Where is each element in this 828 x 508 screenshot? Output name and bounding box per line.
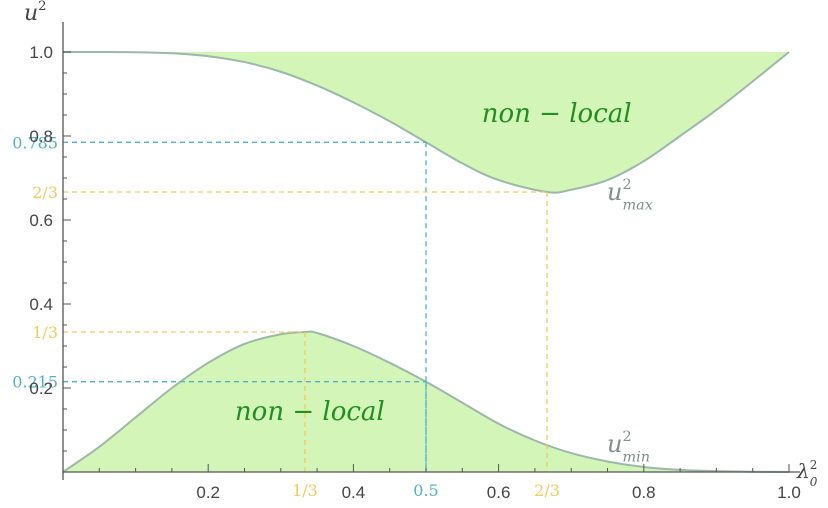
series-line-u-min	[62, 330, 790, 473]
ref-x-label-3: 1/3	[292, 481, 318, 500]
non-local-region-upper	[63, 51, 789, 193]
series-label-u-min: u2 min	[607, 429, 650, 465]
series-label-u-max: u2 max	[607, 177, 653, 213]
x-tick-label-3: 0.8	[632, 483, 656, 502]
y-tick-label-4: 1.0	[29, 43, 53, 62]
x-axis-title: λ2 0	[796, 458, 818, 489]
y-axis-title: u2	[24, 0, 47, 26]
ref-x-label-0: 0.5	[413, 481, 438, 500]
y-tick-label-1: 0.4	[29, 295, 53, 314]
region-label-1: non − local	[235, 397, 385, 427]
ref-y-label-2: 2/3	[32, 183, 58, 202]
axes	[62, 22, 800, 480]
x-tick-label-1: 0.4	[342, 483, 366, 502]
x-tick-label-4: 1.0	[777, 483, 801, 502]
labels: 0.785 0.5 0.215 2/3 2/3 1/3 1/3 0.2 0.4 0.6 0.8 1.0…	[12, 0, 818, 502]
y-tick-label-3: 0.8	[29, 127, 53, 146]
region-label-0: non − local	[482, 99, 632, 129]
ref-y-label-3: 1/3	[32, 323, 58, 342]
y-tick-label-2: 0.6	[29, 211, 53, 230]
ref-y-label-0: 0.785	[12, 133, 58, 152]
x-tick-label-2: 0.6	[487, 483, 511, 502]
y-tick-label-0: 0.2	[29, 379, 53, 398]
reference-lines	[63, 141, 548, 472]
ref-x-label-2: 2/3	[534, 481, 560, 500]
x-tick-label-0: 0.2	[196, 483, 220, 502]
ref-y-label-1: 0.215	[12, 373, 58, 392]
